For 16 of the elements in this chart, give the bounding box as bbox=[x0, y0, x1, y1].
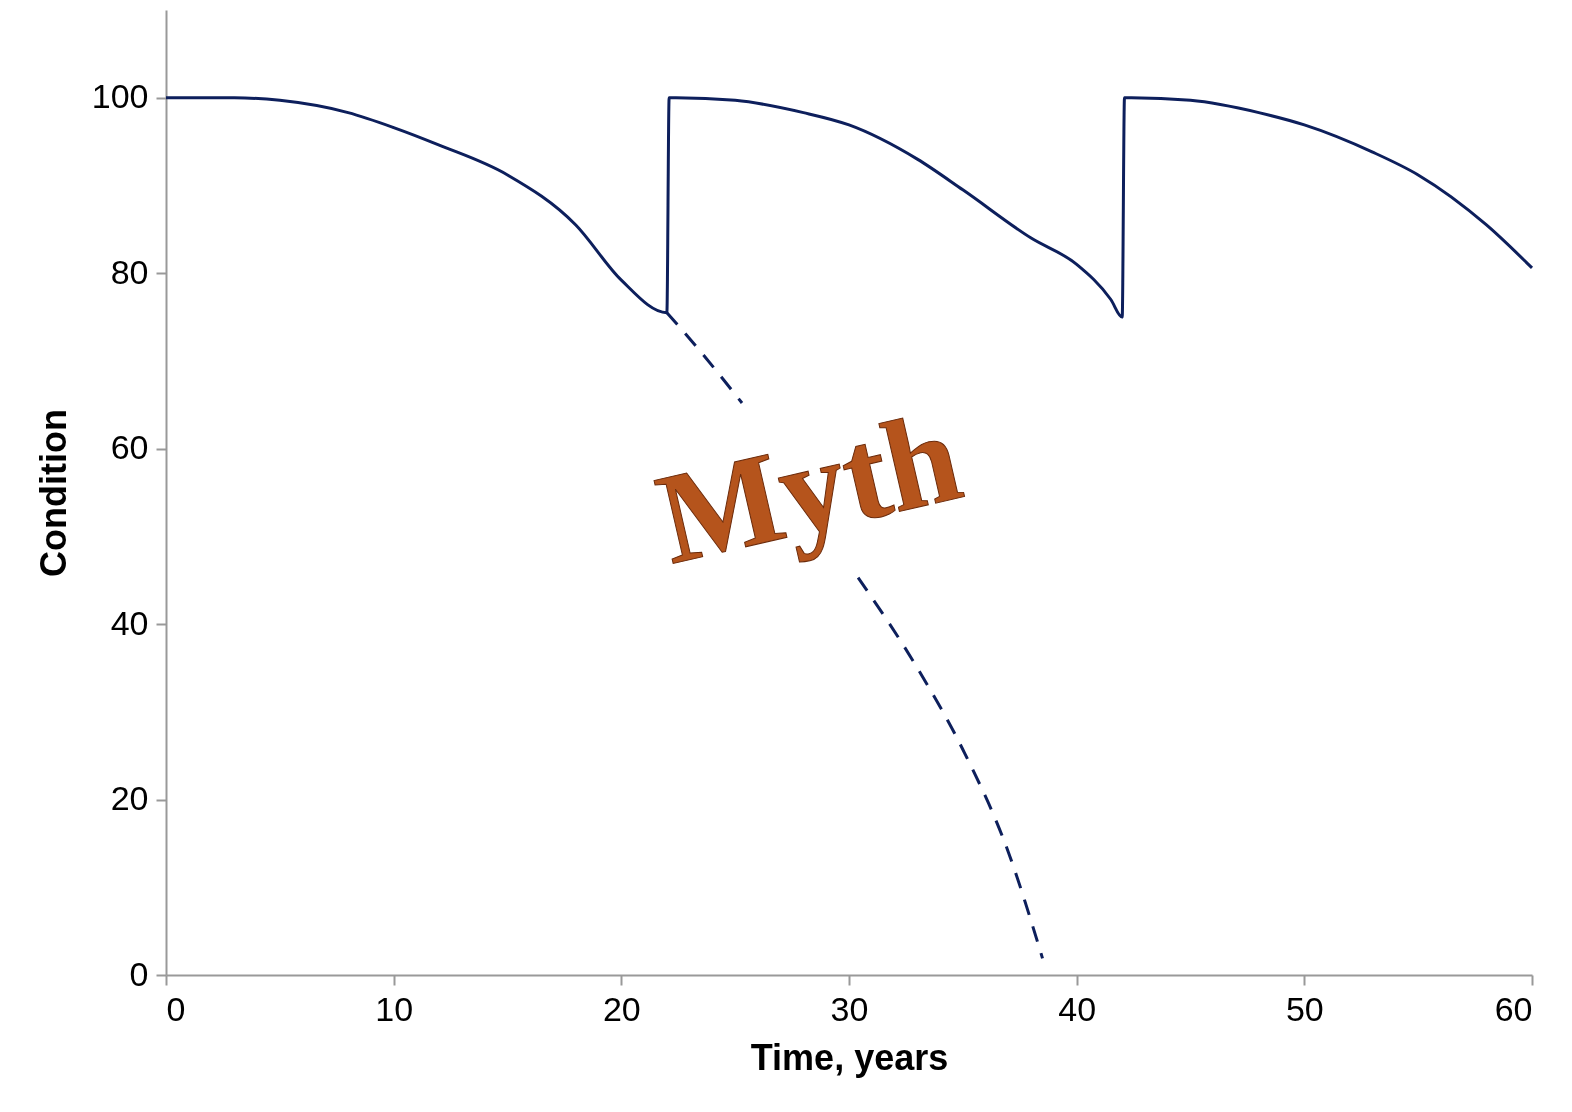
y-tick-label: 20 bbox=[110, 779, 149, 818]
y-tick-label: 80 bbox=[110, 252, 149, 291]
x-tick-label: 60 bbox=[1494, 989, 1533, 1028]
y-tick-label: 40 bbox=[110, 603, 149, 642]
x-tick-label: 10 bbox=[375, 989, 414, 1028]
x-tick-label: 30 bbox=[830, 989, 869, 1028]
y-tick-label: 100 bbox=[91, 77, 149, 116]
y-tick-label: 0 bbox=[129, 954, 149, 993]
annotation: Myth bbox=[644, 382, 973, 592]
x-tick-label: 20 bbox=[602, 989, 641, 1028]
x-tick-label: 40 bbox=[1058, 989, 1097, 1028]
x-tick-label: 0 bbox=[166, 989, 186, 1028]
x-axis-title: Time, years bbox=[750, 1036, 949, 1078]
y-axis-title: Condition bbox=[32, 409, 74, 577]
x-tick-label: 50 bbox=[1285, 989, 1324, 1028]
y-tick-label: 60 bbox=[110, 428, 149, 467]
